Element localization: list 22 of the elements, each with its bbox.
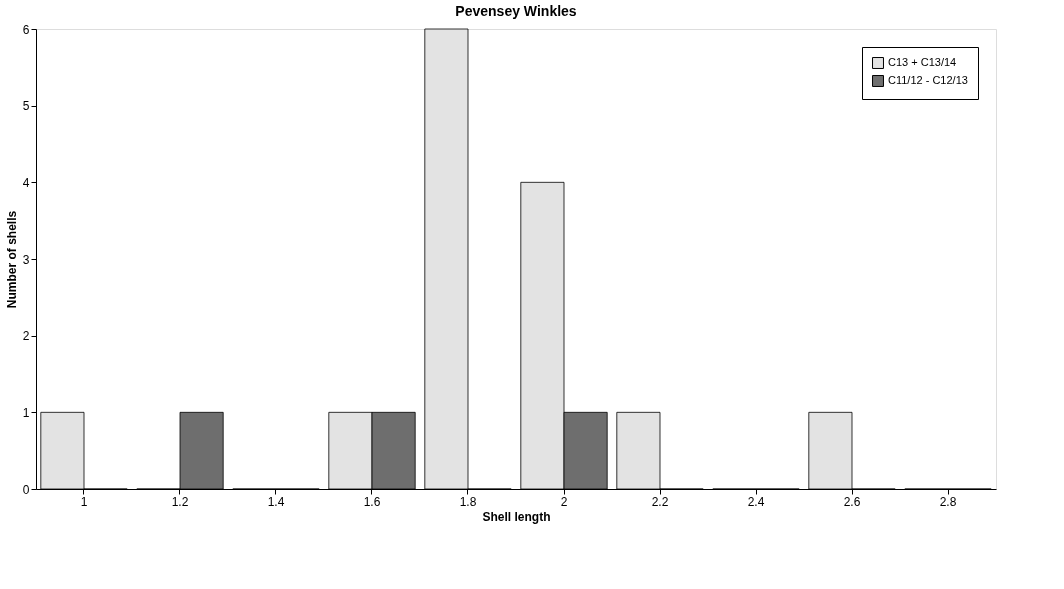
x-tick-label: 2.2	[651, 494, 669, 509]
x-tick-label: 1.6	[363, 494, 381, 509]
x-tick-label: 2	[560, 494, 568, 509]
x-axis-title: Shell length	[482, 509, 551, 524]
chart-title: Pevensey Winkles	[455, 3, 577, 19]
y-tick-label: 6	[22, 22, 30, 37]
y-tick-label: 5	[22, 99, 30, 114]
y-tick-label: 0	[22, 482, 30, 497]
x-tick-label: 2.4	[747, 494, 765, 509]
y-tick-label: 4	[22, 175, 30, 190]
x-tick-label: 2.6	[843, 494, 861, 509]
x-tick-label: 2.8	[939, 494, 957, 509]
legend-label: C11/12 - C12/13	[888, 74, 968, 86]
x-tick-label: 1.2	[171, 494, 189, 509]
y-axis-title: Number of shells	[4, 210, 19, 309]
y-tick-label: 2	[22, 329, 30, 344]
legend-label: C13 + C13/14	[888, 56, 957, 68]
x-tick-label: 1.4	[267, 494, 285, 509]
y-tick-label: 3	[22, 252, 30, 267]
x-tick-label: 1.8	[459, 494, 477, 509]
y-tick-label: 1	[22, 405, 30, 420]
x-tick-label: 1	[80, 494, 88, 509]
